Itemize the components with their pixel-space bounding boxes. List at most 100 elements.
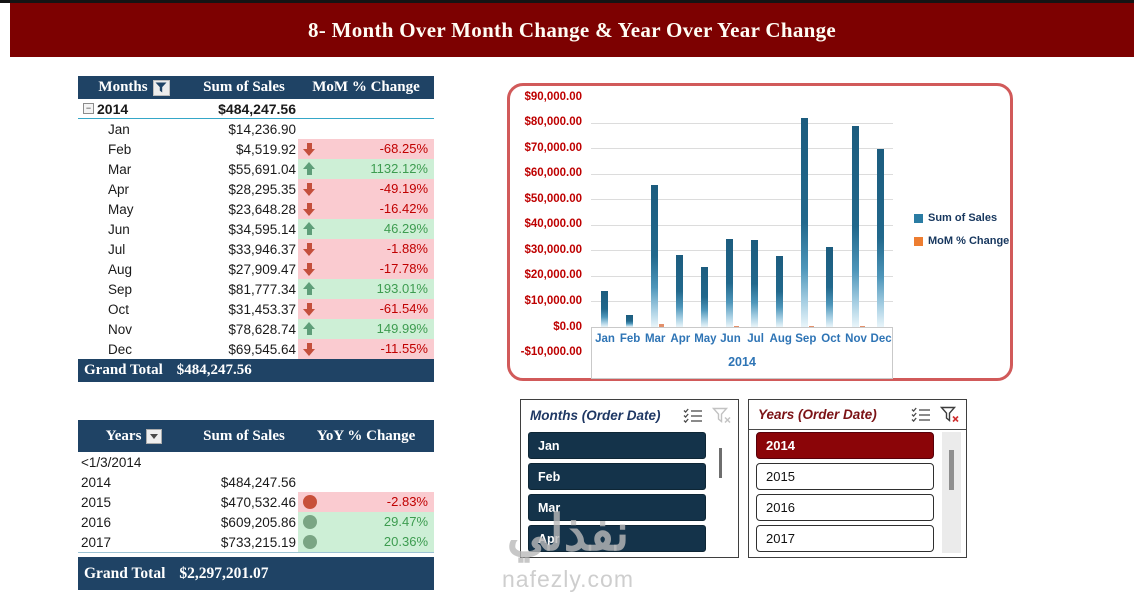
down-arrow-icon: [303, 302, 316, 316]
sales-value: $78,628.74: [228, 321, 296, 337]
years-table-header: Years Sum of Sales YoY % Change: [78, 420, 434, 452]
month-label: Apr: [108, 181, 130, 197]
sales-series-swatch: [914, 213, 923, 223]
clear-filter-icon[interactable]: [712, 407, 731, 424]
slicer-item-year[interactable]: 2016: [756, 494, 934, 521]
slicer-item-year[interactable]: 2017: [756, 525, 934, 552]
gridline: [591, 148, 893, 150]
mom-change-cell: -16.42%: [298, 199, 434, 219]
months-slicer-items: Jan Feb Mar Apr: [528, 432, 706, 552]
y-axis-tick-label: $60,000.00: [524, 167, 582, 180]
sales-value: $31,453.37: [228, 301, 296, 317]
year-label: <1/3/2014: [81, 454, 142, 470]
x-axis: Jan Feb Mar Apr May Jun Jul Aug Sep Oct Nov Dec 201…: [591, 327, 893, 379]
x-axis-category-label: Jul: [747, 333, 764, 345]
mom-change-cell: -68.25%: [298, 139, 434, 159]
y-axis-tick-label: $80,000.00: [524, 116, 582, 129]
up-arrow-icon: [303, 282, 316, 296]
mom-change-value: 1132.12%: [370, 161, 428, 176]
table-row: Sep $81,777.34 193.01%: [78, 279, 434, 299]
months-grand-total-row: Grand Total $484,247.56: [78, 359, 434, 382]
mom-change-value: 149.99%: [376, 321, 428, 336]
multi-select-icon[interactable]: [911, 407, 931, 422]
years-slicer-header: Years (Order Date): [749, 400, 966, 430]
chart-legend: Sum of Sales MoM % Change: [914, 212, 1009, 258]
sales-value: $609,205.86: [220, 514, 296, 530]
mom-change-cell: -17.78%: [298, 259, 434, 279]
watermark-site: nafezly.com: [501, 566, 634, 592]
mom-change-cell: -1.88%: [298, 239, 434, 259]
slicer-item-month[interactable]: Mar: [528, 494, 706, 521]
bar-mom-change: [658, 324, 664, 327]
bar-sum-of-sales: [625, 315, 633, 327]
years-table: Years Sum of Sales YoY % Change <1/3/201…: [78, 420, 434, 590]
bar-sum-of-sales: [876, 149, 884, 327]
x-axis-category-label: Feb: [619, 333, 641, 345]
yoy-change-cell: 20.36%: [298, 532, 434, 552]
sales-column-header: Sum of Sales: [203, 79, 285, 95]
gridline: [591, 250, 893, 252]
group-year-label: 2014: [97, 100, 129, 117]
legend-label: Sum of Sales: [928, 212, 998, 224]
x-axis-category-label: Nov: [845, 333, 867, 345]
sales-column-header: Sum of Sales: [203, 427, 285, 444]
month-label: Jan: [108, 121, 130, 137]
slicer-item-month[interactable]: Jan: [528, 432, 706, 459]
month-label: May: [108, 201, 134, 217]
slicer-item-month[interactable]: Feb: [528, 463, 706, 490]
table-row: Dec $69,545.64 -11.55%: [78, 339, 434, 359]
month-label: Nov: [108, 321, 133, 337]
months-slicer-header: Months (Order Date): [521, 400, 738, 430]
mom-change-value: -16.42%: [379, 201, 428, 216]
y-axis-tick-label: $20,000.00: [524, 269, 582, 282]
down-arrow-icon: [303, 342, 316, 356]
months-slicer-title: Months (Order Date): [530, 407, 661, 423]
legend-label: MoM % Change: [928, 235, 1010, 247]
dropdown-icon[interactable]: [146, 428, 163, 444]
mom-change-cell: -49.19%: [298, 179, 434, 199]
filter-icon[interactable]: [152, 79, 170, 96]
scrollbar-track[interactable]: [942, 432, 961, 553]
bar-sum-of-sales: [826, 246, 834, 327]
table-row: Apr $28,295.35 -49.19%: [78, 179, 434, 199]
bar-sum-of-sales: [851, 126, 859, 327]
months-table: Months Sum of Sales MoM % Change − 2014 …: [78, 76, 434, 382]
slicer-item-month[interactable]: Apr: [528, 525, 706, 552]
legend-item-sales: Sum of Sales: [914, 212, 1009, 224]
plot-area: [591, 97, 893, 327]
sales-value: $81,777.34: [228, 281, 296, 297]
x-axis-category-label: Jan: [595, 333, 615, 345]
table-row: 2015 $470,532.46 -2.83%: [78, 492, 434, 512]
bar-sum-of-sales: [600, 290, 608, 327]
yoy-change-cell: 29.47%: [298, 512, 434, 532]
yoy-change-cell: [298, 472, 434, 492]
x-axis-category-label: Mar: [644, 333, 666, 345]
years-column-header: Years: [105, 427, 142, 444]
down-dot-icon: [303, 495, 317, 509]
down-arrow-icon: [303, 202, 316, 216]
table-row: Aug $27,909.47 -17.78%: [78, 259, 434, 279]
mom-change-cell: 193.01%: [298, 279, 434, 299]
gridline: [591, 199, 893, 201]
up-dot-icon: [303, 535, 317, 549]
mom-change-value: 46.29%: [383, 221, 428, 236]
multi-select-icon[interactable]: [683, 408, 703, 423]
sales-value: $4,519.92: [235, 141, 296, 157]
bar-sum-of-sales: [801, 118, 809, 327]
collapse-icon[interactable]: −: [83, 103, 94, 114]
clear-filter-icon[interactable]: [940, 406, 959, 423]
yoy-change-value: 20.36%: [383, 534, 428, 549]
grand-total-value: $484,247.56: [176, 362, 252, 378]
x-axis-group-label: 2014: [728, 355, 756, 369]
title-banner: 8- Month Over Month Change & Year Over Y…: [10, 3, 1134, 57]
mom-change-cell: -11.55%: [298, 339, 434, 359]
scrollbar-thumb[interactable]: [719, 448, 722, 478]
table-row: 2014 $484,247.56: [78, 472, 434, 492]
year-label: 2015: [81, 494, 112, 510]
scrollbar-thumb[interactable]: [949, 450, 954, 490]
bar-mom-change: [809, 325, 815, 327]
table-row: <1/3/2014: [78, 452, 434, 472]
yoy-change-cell: -2.83%: [298, 492, 434, 512]
slicer-item-year[interactable]: 2015: [756, 463, 934, 490]
slicer-item-year[interactable]: 2014: [756, 432, 934, 459]
